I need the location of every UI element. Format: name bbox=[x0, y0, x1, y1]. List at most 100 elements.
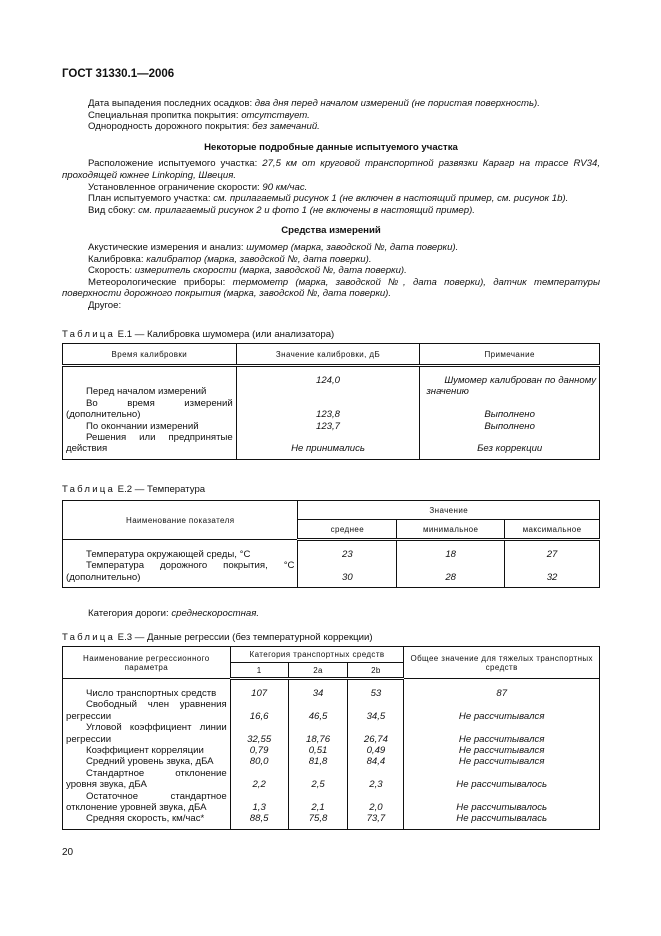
row-label: Стандартное отклонение уровня звука, дБА bbox=[62, 767, 231, 791]
table-row: Стандартное отклонение уровня звука, дБА… bbox=[62, 767, 600, 791]
cell-value: Выполнено bbox=[419, 420, 600, 433]
field-value: шумомер (марка, заводской №, дата поверк… bbox=[246, 241, 459, 253]
row-label: Средний уровень звука, дБА bbox=[62, 756, 231, 768]
field-value: 27,5 км от круговой транспортной развязк… bbox=[62, 158, 600, 181]
table-row: Угловой коэффициент линии регрессии 32,55… bbox=[62, 722, 600, 746]
column-header: максимальное bbox=[504, 519, 600, 541]
field-value: два дня перед началом измерений (не пори… bbox=[254, 98, 540, 109]
field-label: Специальная пропитка покрытия: bbox=[88, 109, 242, 121]
row-label: Во время измерений (дополнительно) bbox=[62, 397, 237, 421]
cell-value: Выполнено bbox=[419, 397, 600, 421]
row-label: Решения или предпринятые действия bbox=[62, 432, 237, 460]
row-label: Число транспортных средств bbox=[62, 678, 231, 700]
paragraph: Калибровка: калибратор (марка, заводской… bbox=[62, 254, 600, 266]
paragraph: План испытуемого участка: см. прилагаемы… bbox=[62, 193, 600, 205]
cell-value: 18,76 bbox=[287, 722, 349, 746]
field-value: см. прилагаемый рисунок 1 (не включен в … bbox=[213, 193, 569, 205]
row-label-text: Остаточное стандартное отклонение уровне… bbox=[66, 790, 227, 814]
cell-value: Не принимались bbox=[235, 432, 421, 460]
table-row: Коэффициент корреляции 0,79 0,51 0,49 Не рас… bbox=[62, 745, 600, 757]
row-label: Угловой коэффициент линии регрессии bbox=[62, 722, 231, 746]
column-header: 2a bbox=[287, 662, 349, 680]
field-label: Другое: bbox=[88, 299, 122, 311]
cell-value: 123,8 bbox=[235, 397, 421, 421]
cell-value: 16,6 bbox=[229, 699, 289, 723]
table-row: Число транспортных средств 107 34 53 87 bbox=[62, 678, 600, 700]
cell-value: Не рассчитывался bbox=[403, 699, 600, 723]
row-label-text: Коэффициент корреляции bbox=[86, 745, 204, 757]
road-category: Категория дороги: среднескоростная. bbox=[88, 608, 260, 619]
cell-value: 46,5 bbox=[287, 699, 349, 723]
table-row: Во время измерений (дополнительно) 123,8 В… bbox=[62, 397, 600, 421]
cell-value: 73,7 bbox=[347, 813, 405, 830]
column-group-header: Категория транспортных средств bbox=[229, 646, 405, 663]
cell-value: 0,79 bbox=[229, 745, 289, 757]
temperature-table: Наименование показателя Значение среднее … bbox=[61, 500, 600, 589]
cell-value: Не рассчитывалась bbox=[403, 813, 600, 830]
paragraph: Однородность дорожного покрытия: без зам… bbox=[62, 121, 600, 133]
column-header: Наименование регрессионного параметра bbox=[62, 646, 231, 679]
row-label-text: Стандартное отклонение уровня звука, дБА bbox=[66, 767, 227, 791]
column-header: 2b bbox=[347, 662, 405, 680]
row-label: Перед началом измерений bbox=[62, 365, 237, 398]
cell-value: 0,51 bbox=[287, 745, 349, 757]
page-number: 20 bbox=[62, 847, 74, 858]
cell-value: 23 bbox=[297, 539, 398, 561]
cell-value: 2,3 bbox=[347, 767, 405, 791]
table-row: Решения или предпринятые действия Не прин… bbox=[62, 432, 600, 460]
field-label: Калибровка: bbox=[88, 253, 147, 265]
table-caption: Таблица Е.2 — Температура bbox=[62, 484, 206, 495]
document-code: ГОСТ 31330.1—2006 bbox=[62, 68, 175, 80]
cell-value: Без коррекции bbox=[419, 432, 600, 460]
row-label-text: Температура дорожного покрытия, °С (допо… bbox=[66, 560, 295, 583]
row-label: Средняя скорость, км/час* bbox=[62, 813, 231, 830]
table-row: Свободный член уравнения регрессии 16,6 46… bbox=[62, 699, 600, 723]
field-label: Метеорологические приборы: bbox=[88, 276, 233, 288]
table-row: Средняя скорость, км/час* 88,5 75,8 73,7 Не … bbox=[62, 813, 600, 830]
column-header: Общее значение для тяжелых транспортных … bbox=[403, 646, 600, 679]
field-value: калибратор (марка, заводской №, дата пов… bbox=[146, 253, 372, 265]
cell-value: 124,0 bbox=[235, 365, 421, 398]
cell-value: 87 bbox=[403, 678, 600, 700]
cell-value: 2,1 bbox=[287, 790, 349, 814]
table-row: Температура дорожного покрытия, °С (допо… bbox=[61, 560, 600, 589]
paragraph: Акустические измерения и анализ: шумомер… bbox=[62, 242, 600, 254]
row-label-text: Средний уровень звука, дБА bbox=[86, 756, 214, 768]
row-label-text: Число транспортных средств bbox=[86, 688, 217, 699]
cell-value: 80,0 bbox=[229, 756, 289, 768]
cell-value: 32 bbox=[504, 560, 600, 589]
paragraph: Специальная пропитка покрытия: отсутству… bbox=[62, 110, 600, 122]
field-label: Однородность дорожного покрытия: bbox=[88, 121, 253, 133]
cell-value: 2,0 bbox=[347, 790, 405, 814]
column-header: Наименование показателя bbox=[61, 500, 299, 540]
field-value: без замечаний. bbox=[252, 121, 320, 133]
row-label-text: Угловой коэффициент линии регрессии bbox=[66, 722, 227, 745]
table-row: По окончании измерений 123,7 Выполнено bbox=[62, 420, 600, 433]
field-label: Скорость: bbox=[88, 265, 135, 277]
table-caption: Таблица Е.3 — Данные регрессии (без темп… bbox=[62, 632, 373, 643]
row-label: Температура дорожного покрытия, °С (допо… bbox=[61, 560, 299, 589]
paragraph: Установленное ограничение скорости: 90 к… bbox=[62, 182, 600, 194]
cell-value: Шумомер калиброван по данному значению bbox=[419, 365, 600, 398]
column-header: Значение калибровки, дБ bbox=[235, 343, 421, 367]
cell-value: 32,55 bbox=[229, 722, 289, 746]
row-label: Остаточное стандартное отклонение уровне… bbox=[62, 790, 231, 814]
body-text: Дата выпадения последних осадков: два дн… bbox=[62, 98, 600, 312]
row-label: Свободный член уравнения регрессии bbox=[62, 699, 231, 723]
cell-value: Не рассчитывался bbox=[403, 722, 600, 746]
section-heading: Средства измерений bbox=[281, 225, 381, 237]
field-label: Установленное ограничение скорости: bbox=[88, 181, 263, 193]
cell-value: 81,8 bbox=[287, 756, 349, 768]
row-label-text: Перед началом измерений bbox=[86, 386, 207, 398]
cell-value: 30 bbox=[297, 560, 398, 589]
row-label-text: Средняя скорость, км/час* bbox=[86, 813, 205, 825]
row-label-text: Решения или предпринятые действия bbox=[66, 432, 233, 455]
row-label: По окончании измерений bbox=[62, 420, 237, 433]
paragraph: Расположение испытуемого участка: 27,5 к… bbox=[62, 158, 600, 181]
calibration-table: Время калибровки Значение калибровки, дБ… bbox=[62, 343, 600, 460]
paragraph: Метеорологические приборы: термометр (ма… bbox=[62, 277, 600, 300]
cell-value: 123,7 bbox=[235, 420, 421, 433]
field-label: Расположение испытуемого участка: bbox=[88, 158, 263, 170]
column-group-header: Значение bbox=[297, 500, 600, 520]
cell-value: 1,3 bbox=[229, 790, 289, 814]
